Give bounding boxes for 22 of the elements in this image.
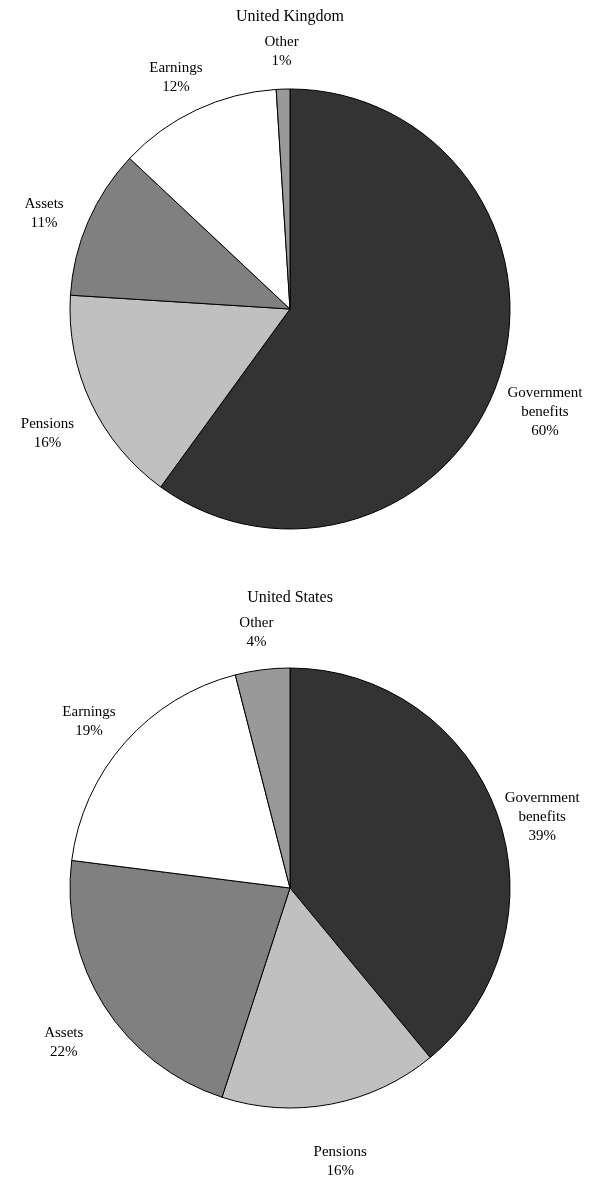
data-label: 16% (326, 1162, 354, 1179)
chart-title: United Kingdom (236, 7, 345, 26)
data-label: 60% (531, 421, 559, 438)
slice-label: Government benefits (504, 789, 581, 825)
slice-label: Assets (24, 194, 64, 211)
data-label: 12% (162, 77, 190, 94)
data-label: 39% (528, 827, 556, 844)
slice-label: Government benefits (507, 383, 584, 419)
chart-title: United States (247, 588, 333, 606)
slice-label: Assets (44, 1023, 84, 1040)
data-label: 1% (271, 52, 292, 69)
slice-label: Pensions (20, 415, 75, 432)
slice-label: Earnings (62, 702, 116, 719)
slice-label: Pensions (313, 1143, 368, 1160)
slice-label: Other (239, 614, 274, 631)
slice-label: Earnings (149, 58, 203, 75)
data-label: 4% (246, 633, 267, 650)
data-label: 22% (49, 1042, 78, 1059)
slice-label: Other (264, 33, 299, 50)
data-label: 11% (30, 213, 58, 230)
data-label: 16% (33, 434, 62, 451)
data-label: 19% (75, 721, 103, 738)
